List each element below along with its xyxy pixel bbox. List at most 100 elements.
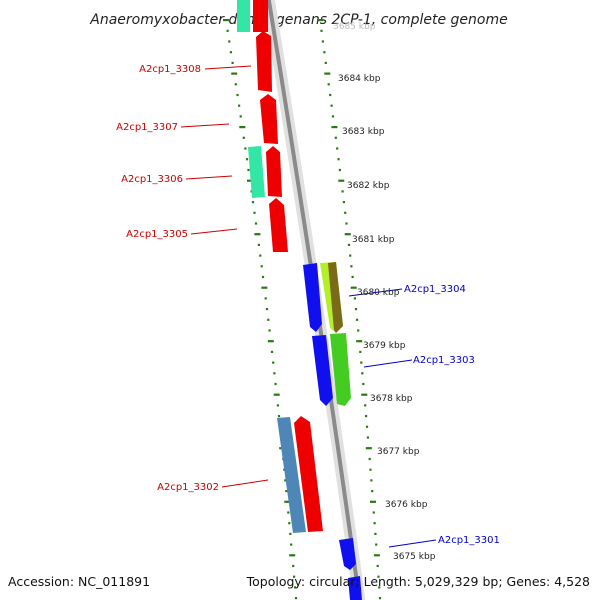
major-tick-mark: [365, 447, 372, 450]
kbp-label: 3677 kbp: [377, 447, 420, 457]
minor-tick-mark: [254, 222, 258, 225]
major-tick-mark: [231, 72, 238, 75]
kbp-label: 3680 kbp: [357, 288, 400, 298]
minor-tick-mark: [324, 61, 327, 64]
major-tick-mark: [223, 19, 229, 22]
minor-tick-mark: [245, 158, 249, 161]
minor-tick-mark: [347, 243, 351, 246]
map-title: Anaeromyxobacter dehalogenans 2CP-1, com…: [89, 12, 507, 28]
gene-feature-A2cp1-3303[interactable]: [312, 335, 333, 406]
minor-tick-mark: [366, 436, 369, 439]
minor-tick-mark: [351, 275, 354, 279]
minor-tick-mark: [236, 93, 239, 97]
minor-tick-mark: [361, 372, 364, 375]
minor-tick-mark: [229, 51, 232, 54]
minor-tick-mark: [226, 29, 229, 32]
minor-tick-mark: [372, 511, 375, 514]
minor-tick-mark: [323, 51, 326, 54]
minor-tick-mark: [285, 490, 288, 493]
minor-tick-mark: [265, 308, 269, 311]
major-tick-mark: [289, 554, 296, 557]
minor-tick-mark: [365, 415, 368, 418]
gene-feature-A2cp1-3306[interactable]: [266, 146, 282, 197]
accession-text: Accession: NC_011891: [8, 574, 150, 589]
major-tick-mark: [373, 554, 380, 557]
gene-label-A2cp1-3304[interactable]: A2cp1_3304: [404, 284, 466, 295]
minor-tick-mark: [353, 297, 356, 300]
gene-label-A2cp1-3301[interactable]: A2cp1_3301: [438, 535, 500, 546]
minor-tick-mark: [253, 211, 256, 214]
gene-feature-A2cp1-3306-teal[interactable]: [248, 146, 265, 198]
gene-label-A2cp1-3303[interactable]: A2cp1_3303: [413, 355, 475, 366]
minor-tick-mark: [359, 350, 362, 353]
minor-tick-mark: [373, 522, 376, 525]
kbp-label: 3678 kbp: [370, 394, 413, 404]
minor-tick-mark: [277, 415, 281, 418]
gene-feature-A2cp1-3304-c[interactable]: [328, 262, 343, 333]
minor-tick-mark: [321, 40, 324, 43]
kbp-label: 3679 kbp: [363, 341, 406, 351]
gene-feature-A2cp1-3302[interactable]: [294, 416, 323, 532]
minor-tick-mark: [357, 329, 360, 332]
minor-tick-mark: [234, 83, 237, 86]
minor-tick-mark: [354, 308, 358, 311]
minor-tick-mark: [329, 93, 332, 97]
gene-label-A2cp1-3307[interactable]: A2cp1_3307: [116, 122, 178, 133]
reverse-gene-labels: A2cp1_3308 A2cp1_3307 A2cp1_3306 A2cp1_3…: [116, 64, 219, 493]
minor-tick-mark: [368, 457, 371, 461]
minor-tick-mark: [272, 361, 275, 364]
gene-feature-cutoff-bottom[interactable]: [348, 576, 362, 600]
gene-feature-A2cp1-3305[interactable]: [269, 198, 288, 252]
major-tick-mark: [350, 286, 357, 289]
minor-tick-mark: [341, 190, 344, 193]
major-tick-mark: [273, 393, 280, 396]
minor-tick-mark: [336, 147, 339, 150]
gene-label-A2cp1-3305[interactable]: A2cp1_3305: [126, 229, 188, 240]
gene-feature-A2cp1-3308[interactable]: [256, 31, 272, 92]
minor-tick-mark: [370, 479, 373, 482]
minor-tick-mark: [350, 265, 353, 268]
gene-label-A2cp1-3306[interactable]: A2cp1_3306: [121, 174, 183, 185]
minor-tick-mark: [251, 201, 255, 204]
gene-feature-A2cp1-3303-b[interactable]: [330, 333, 351, 406]
minor-tick-mark: [378, 597, 382, 600]
minor-tick-mark: [364, 404, 367, 407]
minor-tick-mark: [274, 382, 277, 386]
minor-tick-mark: [374, 532, 377, 535]
gene-feature-A2cp1-3302-blue[interactable]: [277, 417, 306, 533]
genome-summary-text: Topology: circular; Length: 5,029,329 bp…: [246, 574, 590, 589]
major-tick-mark: [338, 179, 345, 182]
minor-tick-mark: [337, 158, 340, 161]
minor-tick-mark: [259, 254, 262, 257]
major-tick-mark: [324, 72, 331, 75]
gene-feature-A2cp1-3301[interactable]: [339, 538, 356, 570]
minor-tick-mark: [247, 168, 250, 172]
gene-label-A2cp1-3308[interactable]: A2cp1_3308: [139, 64, 201, 75]
minor-tick-mark: [228, 40, 231, 43]
minor-tick-mark: [338, 168, 341, 172]
gene-label-A2cp1-3302[interactable]: A2cp1_3302: [157, 482, 219, 493]
major-tick-mark: [254, 233, 261, 236]
minor-tick-mark: [288, 522, 291, 525]
minor-tick-mark: [342, 201, 345, 204]
minor-tick-mark: [330, 104, 333, 107]
minor-tick-mark: [294, 597, 298, 600]
gene-feature-cutoff-red[interactable]: [253, 0, 268, 32]
gene-feature-A2cp1-3304[interactable]: [303, 263, 322, 332]
minor-tick-mark: [287, 511, 290, 514]
minor-tick-mark: [293, 575, 296, 578]
minor-tick-mark: [289, 532, 292, 535]
kbp-label: 3682 kbp: [347, 181, 390, 191]
minor-tick-mark: [231, 61, 234, 64]
minor-tick-mark: [365, 425, 369, 428]
minor-tick-mark: [378, 586, 381, 589]
minor-tick-mark: [273, 372, 276, 375]
kbp-label: 3683 kbp: [342, 127, 385, 137]
kbp-label: 3684 kbp: [338, 74, 381, 84]
minor-tick-mark: [276, 404, 279, 407]
minor-tick-mark: [238, 104, 241, 107]
major-tick-mark: [247, 179, 253, 182]
gene-feature-cutoff-teal[interactable]: [237, 0, 250, 32]
gene-feature-A2cp1-3307[interactable]: [260, 94, 278, 144]
minor-tick-mark: [267, 318, 270, 321]
